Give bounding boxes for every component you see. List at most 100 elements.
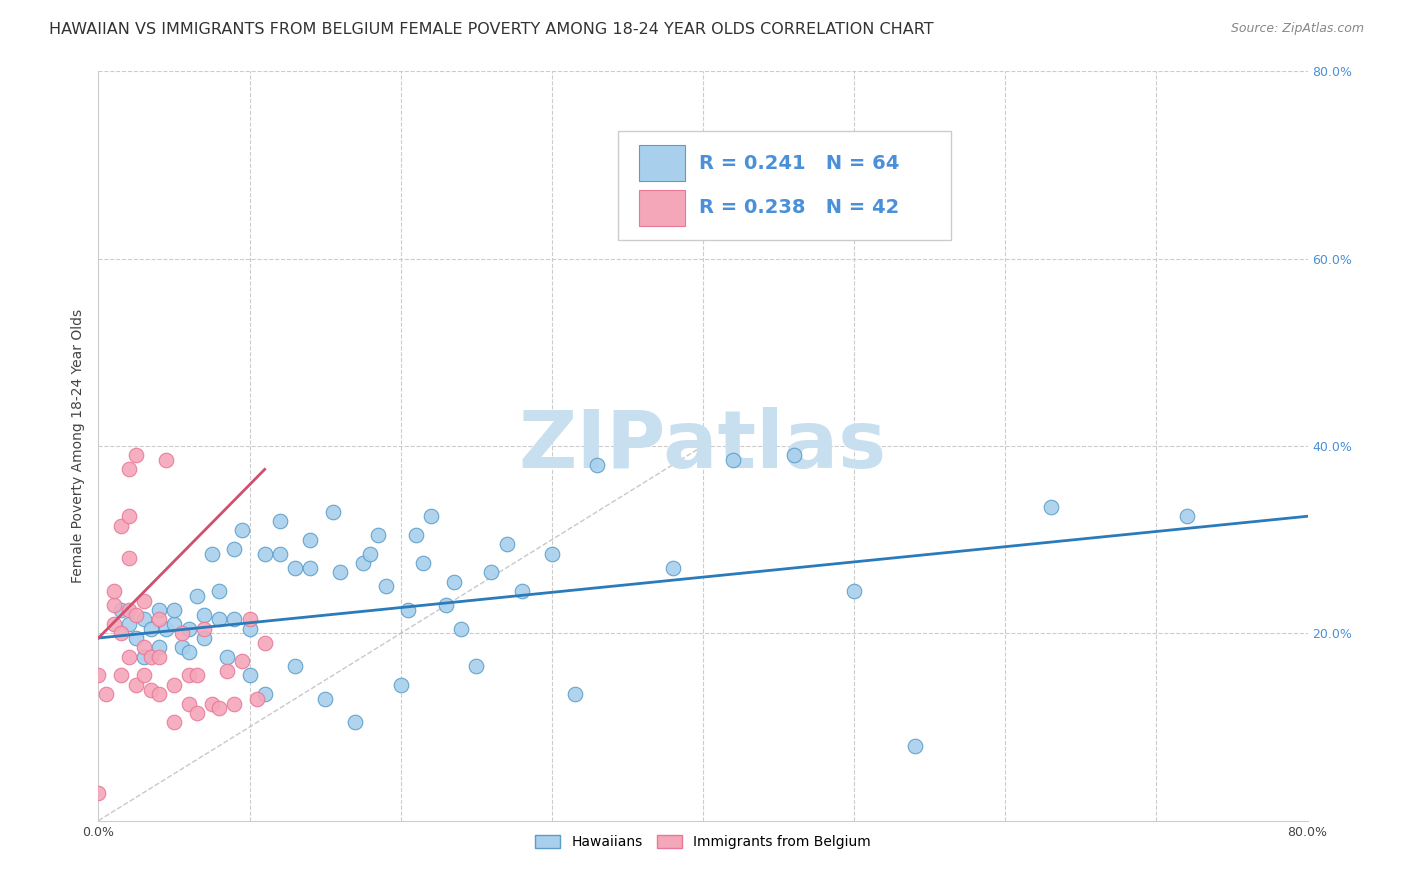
Point	[125, 631, 148, 645]
Text: HAWAIIAN VS IMMIGRANTS FROM BELGIUM FEMALE POVERTY AMONG 18-24 YEAR OLDS CORRELA: HAWAIIAN VS IMMIGRANTS FROM BELGIUM FEMA…	[49, 22, 934, 37]
Point	[193, 622, 215, 636]
Point	[186, 668, 208, 682]
Point	[564, 687, 586, 701]
Point	[193, 607, 215, 622]
Point	[495, 537, 517, 551]
Point	[155, 453, 177, 467]
FancyBboxPatch shape	[619, 131, 950, 240]
Point	[367, 528, 389, 542]
Point	[284, 659, 307, 673]
Point	[443, 574, 465, 589]
Point	[110, 603, 132, 617]
Point	[405, 528, 427, 542]
Point	[132, 640, 155, 655]
Point	[170, 640, 193, 655]
Text: Source: ZipAtlas.com: Source: ZipAtlas.com	[1230, 22, 1364, 36]
Point	[201, 697, 224, 711]
Point	[231, 524, 253, 538]
Point	[904, 739, 927, 753]
Point	[253, 687, 276, 701]
Point	[450, 622, 472, 636]
Point	[118, 509, 141, 524]
Point	[132, 649, 155, 664]
Point	[1039, 500, 1062, 514]
Point	[87, 786, 110, 800]
Point	[420, 509, 443, 524]
Text: R = 0.241   N = 64: R = 0.241 N = 64	[699, 154, 900, 173]
Point	[224, 612, 246, 626]
Point	[193, 631, 215, 645]
Point	[141, 649, 163, 664]
Point	[170, 626, 193, 640]
Point	[163, 678, 186, 692]
Point	[374, 580, 396, 594]
Point	[179, 622, 201, 636]
Point	[723, 453, 745, 467]
Point	[540, 547, 562, 561]
Point	[201, 547, 224, 561]
Point	[844, 584, 866, 599]
Point	[269, 547, 291, 561]
Point	[1175, 509, 1198, 524]
Point	[148, 640, 170, 655]
Point	[103, 599, 125, 613]
Point	[103, 584, 125, 599]
Point	[155, 622, 177, 636]
Point	[783, 449, 806, 463]
Point	[179, 645, 201, 659]
Point	[125, 449, 148, 463]
Point	[94, 687, 117, 701]
Point	[215, 649, 238, 664]
Point	[87, 668, 110, 682]
Point	[118, 462, 141, 476]
Point	[224, 542, 246, 557]
Point	[239, 622, 262, 636]
Point	[253, 635, 276, 649]
Point	[389, 678, 412, 692]
Point	[118, 649, 141, 664]
Point	[186, 589, 208, 603]
Point	[208, 701, 231, 715]
Point	[132, 593, 155, 607]
Point	[118, 617, 141, 632]
Point	[299, 533, 322, 547]
Point	[510, 584, 533, 599]
Point	[396, 603, 419, 617]
Point	[125, 678, 148, 692]
Point	[110, 668, 132, 682]
Point	[481, 566, 503, 580]
Point	[163, 715, 186, 730]
Point	[148, 612, 170, 626]
Point	[239, 612, 262, 626]
Point	[299, 561, 322, 575]
Point	[284, 561, 307, 575]
Point	[352, 556, 374, 570]
Point	[661, 561, 683, 575]
Point	[253, 547, 276, 561]
Point	[148, 649, 170, 664]
Point	[148, 603, 170, 617]
Point	[586, 458, 609, 472]
Point	[246, 692, 269, 706]
Point	[329, 566, 352, 580]
Point	[163, 603, 186, 617]
Point	[141, 622, 163, 636]
Text: R = 0.238   N = 42: R = 0.238 N = 42	[699, 198, 900, 218]
Point	[110, 626, 132, 640]
Point	[186, 706, 208, 720]
Point	[179, 697, 201, 711]
FancyBboxPatch shape	[638, 145, 685, 181]
Point	[360, 547, 382, 561]
Point	[412, 556, 434, 570]
Point	[179, 668, 201, 682]
Point	[239, 668, 262, 682]
Point	[231, 655, 253, 669]
Point	[110, 518, 132, 533]
Point	[465, 659, 488, 673]
Point	[434, 599, 457, 613]
Point	[132, 612, 155, 626]
Point	[132, 668, 155, 682]
Point	[322, 505, 344, 519]
Point	[118, 603, 141, 617]
Point	[224, 697, 246, 711]
